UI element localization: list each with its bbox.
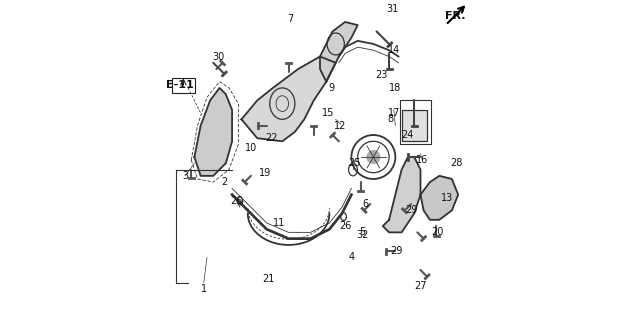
Text: 9: 9 [328,83,334,93]
Text: 21: 21 [262,274,275,284]
Text: 15: 15 [322,108,334,118]
Text: 31: 31 [386,4,398,14]
Bar [402,110,427,141]
Text: 32: 32 [356,230,369,241]
Circle shape [367,151,380,163]
Text: FR.: FR. [445,11,465,21]
Text: E-11: E-11 [166,80,194,90]
Text: 22: 22 [265,133,278,143]
Text: 20: 20 [431,227,444,237]
Text: 11: 11 [273,218,285,228]
Text: 16: 16 [416,155,428,165]
Polygon shape [241,57,336,141]
Text: 17: 17 [388,108,400,118]
Text: 28: 28 [451,158,463,168]
Text: 19: 19 [259,168,271,178]
Text: 26: 26 [230,196,243,206]
Text: 8: 8 [388,114,394,124]
Text: 12: 12 [334,121,347,131]
Text: 2: 2 [221,177,227,187]
Text: 5: 5 [359,227,365,237]
Polygon shape [195,88,232,176]
Text: 27: 27 [414,281,427,291]
Text: 4: 4 [348,252,355,263]
Text: 24: 24 [402,130,414,140]
Text: 23: 23 [375,70,387,80]
Text: 30: 30 [212,51,224,62]
Text: 10: 10 [244,143,257,153]
Text: 18: 18 [389,83,401,93]
Text: 14: 14 [388,45,400,55]
Polygon shape [383,157,420,232]
Text: 13: 13 [441,193,453,203]
Polygon shape [420,176,458,220]
Polygon shape [320,22,358,82]
Text: 29: 29 [391,246,403,256]
Text: 1: 1 [201,284,207,294]
Text: 7: 7 [287,14,293,24]
Text: 29: 29 [405,205,417,215]
Bar [400,100,431,144]
Text: 3: 3 [182,171,188,181]
Text: 25: 25 [348,158,361,168]
Text: 6: 6 [362,199,369,209]
Text: 26: 26 [339,221,351,231]
